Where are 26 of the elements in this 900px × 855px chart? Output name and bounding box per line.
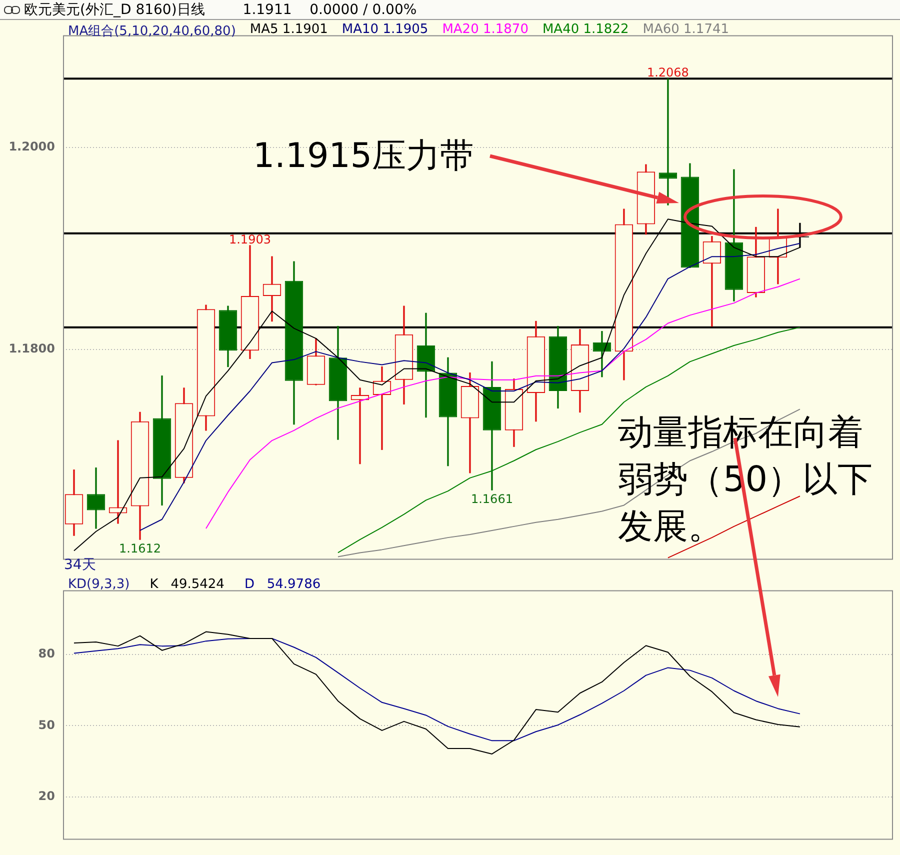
candlestick (658, 78, 678, 206)
chart-subtitle: 1.1911 0.0000 / 0.00% (242, 2, 417, 18)
annotation: 1.1903 (228, 232, 271, 246)
y-tick-label: 80 (38, 646, 55, 661)
annotation: 1.1915压力带 (253, 135, 474, 178)
text: K 49.5424 (150, 577, 224, 592)
legend-title: MA组合(5,10,20,40,60,80) (68, 23, 236, 40)
candlestick (108, 440, 128, 524)
text: MA20 1.1870 (442, 22, 528, 39)
candlestick (350, 388, 370, 464)
annotation: 1.1661 (470, 492, 513, 506)
y-tick-label: 1.1800 (8, 342, 55, 356)
y-tick-label: 20 (38, 789, 55, 804)
annotation: 1.2068 (646, 66, 689, 80)
text: MA40 1.1822 (542, 22, 629, 39)
annotation: 1.1612 (118, 542, 161, 556)
chart-title: 欧元美元(外汇_D 8160)日线 (24, 0, 205, 18)
text: D 54.9786 (244, 577, 321, 592)
candlestick (702, 236, 722, 327)
text: MA60 1.1741 (642, 22, 730, 39)
legend-title: KD(9,3,3) (68, 577, 130, 592)
text: MA10 1.1905 (342, 22, 428, 39)
y-tick-label: 1.2000 (8, 140, 55, 154)
text: MA5 1.1901 (250, 22, 328, 39)
annotation: 34天 (64, 556, 96, 574)
y-tick-label: 50 (38, 718, 55, 732)
